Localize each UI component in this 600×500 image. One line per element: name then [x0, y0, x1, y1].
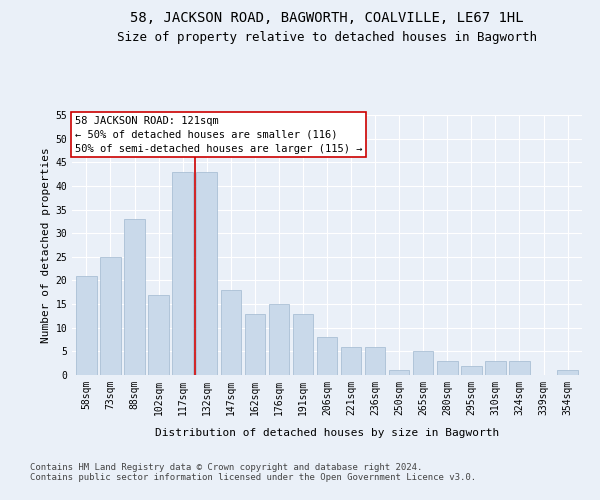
- Bar: [148, 294, 169, 375]
- Bar: [557, 370, 578, 375]
- Bar: [76, 276, 97, 375]
- Text: Distribution of detached houses by size in Bagworth: Distribution of detached houses by size …: [155, 428, 499, 438]
- Text: 58, JACKSON ROAD, BAGWORTH, COALVILLE, LE67 1HL: 58, JACKSON ROAD, BAGWORTH, COALVILLE, L…: [130, 10, 524, 24]
- Bar: [365, 346, 385, 375]
- Bar: [389, 370, 409, 375]
- Text: Size of property relative to detached houses in Bagworth: Size of property relative to detached ho…: [117, 31, 537, 44]
- Bar: [196, 172, 217, 375]
- Bar: [413, 352, 433, 375]
- Text: Contains HM Land Registry data © Crown copyright and database right 2024.
Contai: Contains HM Land Registry data © Crown c…: [30, 463, 476, 482]
- Bar: [509, 361, 530, 375]
- Bar: [293, 314, 313, 375]
- Bar: [317, 337, 337, 375]
- Bar: [124, 219, 145, 375]
- Bar: [172, 172, 193, 375]
- Y-axis label: Number of detached properties: Number of detached properties: [41, 147, 51, 343]
- Bar: [437, 361, 458, 375]
- Bar: [100, 257, 121, 375]
- Bar: [245, 314, 265, 375]
- Bar: [485, 361, 506, 375]
- Bar: [341, 346, 361, 375]
- Bar: [269, 304, 289, 375]
- Text: 58 JACKSON ROAD: 121sqm
← 50% of detached houses are smaller (116)
50% of semi-d: 58 JACKSON ROAD: 121sqm ← 50% of detache…: [74, 116, 362, 154]
- Bar: [221, 290, 241, 375]
- Bar: [461, 366, 482, 375]
